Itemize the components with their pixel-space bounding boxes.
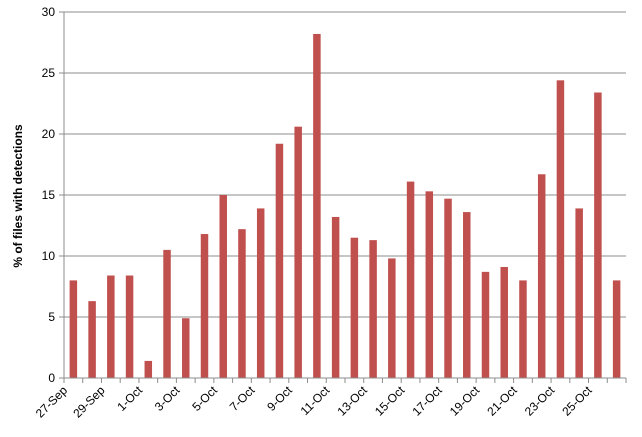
bar-21-Oct	[519, 280, 527, 378]
y-tick-label: 20	[42, 127, 56, 141]
y-axis-ticks: 0 5 10 15 20 25 30	[42, 5, 64, 385]
bar-10-Oct	[313, 33, 321, 379]
x-tick-label: 27-Sep	[33, 383, 70, 420]
bar-20-Oct	[500, 266, 508, 378]
bar-24-Oct	[575, 208, 583, 378]
x-tick-label: 29-Sep	[70, 383, 107, 420]
bar-3-Oct	[182, 318, 190, 378]
bar-27-Sep	[69, 280, 78, 378]
x-tick-label: 7-Oct	[227, 383, 258, 414]
x-tick-label: 11-Oct	[298, 383, 333, 418]
bar-9-Oct	[294, 126, 302, 379]
x-tick-label: 15-Oct	[372, 383, 408, 419]
bar-28-Sep	[88, 301, 96, 378]
bar-16-Oct	[425, 191, 434, 378]
x-tick-label: 1-Oct	[114, 383, 145, 414]
x-tick-label: 3-Oct	[152, 383, 183, 414]
y-tick-label: 5	[48, 310, 55, 324]
bar-15-Oct	[406, 181, 415, 378]
x-tick-label: 21-Oct	[484, 383, 520, 419]
bar-series	[69, 33, 621, 379]
x-tick-label: 25-Oct	[559, 383, 595, 419]
bar-11-Oct	[331, 216, 340, 378]
bar-7-Oct	[256, 208, 265, 378]
bar-5-Oct	[219, 195, 227, 378]
bar-8-Oct	[275, 143, 284, 378]
x-tick-label: 9-Oct	[264, 383, 295, 414]
y-tick-label: 15	[42, 188, 56, 202]
bar-6-Oct	[238, 229, 246, 378]
x-tick-label: 23-Oct	[522, 383, 558, 419]
bar-2-Oct	[163, 249, 171, 378]
x-tick-label: 19-Oct	[447, 383, 483, 419]
y-tick-label: 25	[42, 66, 56, 80]
bar-18-Oct	[463, 212, 471, 378]
x-tick-label: 13-Oct	[334, 383, 370, 419]
y-tick-label: 30	[42, 5, 56, 19]
y-axis-title: % of files with detections	[11, 124, 25, 268]
bar-1-Oct	[144, 360, 153, 378]
bar-25-Oct	[594, 92, 602, 379]
bar-23-Oct	[556, 80, 565, 378]
x-axis-ticks: 27-Sep 29-Sep 1-Oct 3-Oct 5-Oct 7-Oct 9-Oct 11-…	[33, 378, 627, 420]
bar-26-Oct	[612, 280, 621, 378]
bar-14-Oct	[388, 258, 396, 378]
bar-12-Oct	[350, 237, 359, 378]
y-tick-label: 0	[48, 371, 55, 385]
y-tick-label: 10	[42, 249, 56, 263]
x-tick-label: 5-Oct	[189, 383, 220, 414]
gridlines	[64, 11, 626, 318]
bar-17-Oct	[444, 198, 452, 378]
x-tick-label: 17-Oct	[409, 383, 445, 419]
bar-4-Oct	[200, 234, 209, 378]
bar-22-Oct	[537, 174, 546, 378]
bar-19-Oct	[481, 271, 490, 378]
bar-30-Sep	[125, 275, 134, 378]
bar-29-Sep	[107, 275, 115, 378]
bar-13-Oct	[369, 240, 377, 378]
